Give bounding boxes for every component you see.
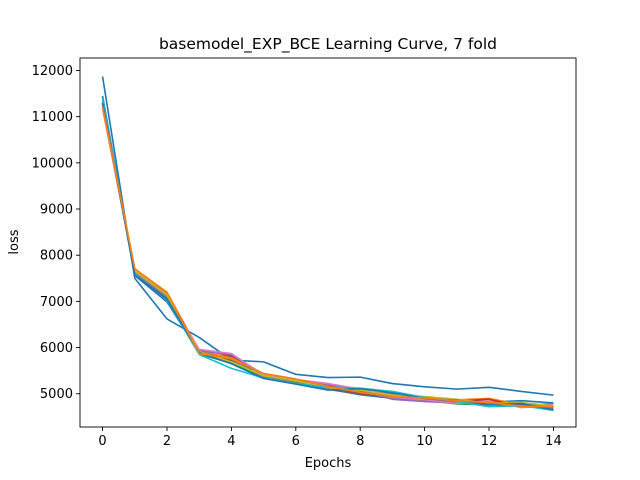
axes-frame [79,57,577,428]
y-tick-label: 7000 [40,295,73,310]
x-tick-label: 10 [416,434,433,449]
chart-title: basemodel_EXP_BCE Learning Curve, 7 fold [159,35,497,54]
y-tick-label: 5000 [40,387,73,402]
y-tick-label: 10000 [32,156,73,171]
y-tick-label: 12000 [32,64,73,79]
x-tick-label: 12 [481,434,498,449]
y-axis-label: loss [7,229,22,254]
y-tick-label: 6000 [40,341,73,356]
x-tick-label: 8 [356,434,364,449]
x-axis-label: Epochs [305,456,352,471]
series-line-14 [101,106,554,408]
series-layer [101,76,554,412]
y-tick-label: 8000 [40,249,73,264]
y-axis-ticks: 5000 6000 7000 8000 9000 10000 11000 12000 [32,64,80,402]
x-tick-label: 14 [545,434,562,449]
plot-area: 0 2 4 6 8 10 12 14 5000 6000 7000 8000 9000 10000 110… [32,57,577,449]
x-tick-label: 6 [292,434,300,449]
y-tick-label: 11000 [32,110,73,125]
x-tick-label: 2 [163,434,171,449]
series-line-1 [101,76,554,396]
x-tick-label: 4 [227,434,235,449]
x-axis-ticks: 0 2 4 6 8 10 12 14 [98,427,562,449]
y-tick-label: 9000 [40,203,73,218]
series-line-13 [101,102,554,411]
x-tick-label: 0 [98,434,106,449]
